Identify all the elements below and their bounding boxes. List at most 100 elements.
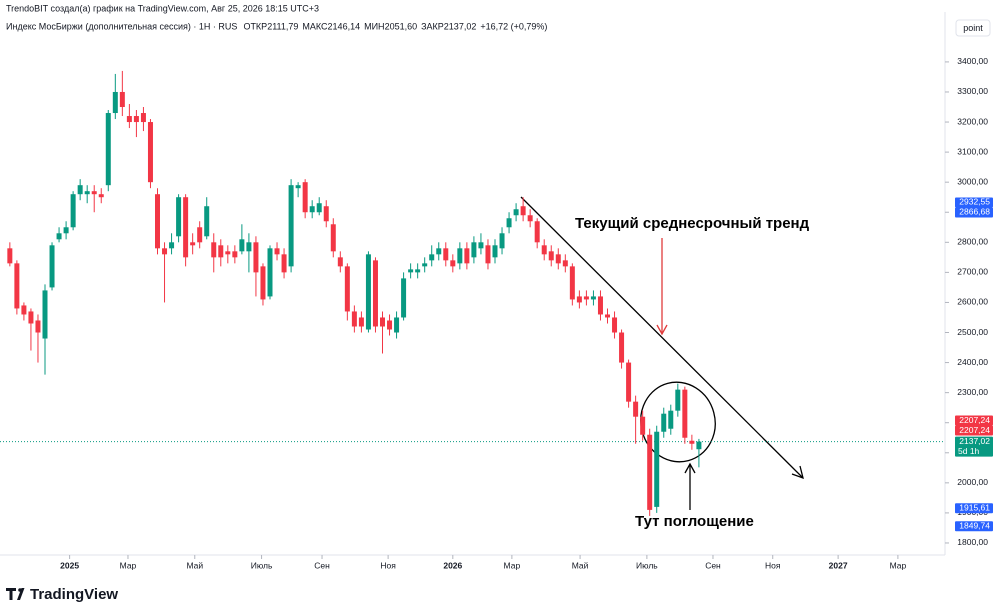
candle-body [302,182,308,213]
candle-body [344,266,350,312]
candle-body [513,209,519,216]
candle-body [169,242,175,249]
candle-body [98,194,104,198]
chart-title: Индекс МосБиржи (дополнительная сессия) … [6,21,237,31]
candle-body [197,227,203,243]
x-tick-label: Май [186,560,203,570]
legend-key: ОТКР [243,21,267,31]
candle-body [204,206,210,237]
arrow-down-head [656,324,668,336]
candle-body [77,185,83,195]
candle-body [211,242,217,258]
price-label: 2866,68 [959,207,990,217]
candle-body [464,248,470,264]
x-tick-label: Июль [251,560,273,570]
y-tick-label: 2300,00 [957,387,988,397]
candle-body [372,260,378,327]
candle-body [295,185,301,189]
candle-body [56,233,62,240]
price-label-box [955,415,993,426]
candle-body [401,278,407,318]
candle-body [450,260,456,267]
price-label: 2207,24 [959,425,990,435]
candle-body [548,251,554,261]
candle-body [84,191,90,195]
price-label-box [955,436,993,457]
candle-body [260,266,266,300]
price-label: 2207,24 [959,415,990,425]
candle-body [583,296,589,300]
candle-body [28,311,34,324]
candle-body [654,431,660,507]
price-label-box [955,197,993,208]
y-tick-label: 2800,00 [957,237,988,247]
y-tick-label: 3200,00 [957,116,988,126]
candle-body [70,194,76,228]
candle-body [7,248,13,264]
candle-body [358,317,364,327]
trend-arrow-head [791,465,804,480]
candle-body [162,248,168,255]
candle-body [323,206,329,222]
candle-body [183,197,189,258]
candle-body [21,305,27,315]
candle-body [394,317,400,333]
candle-body [668,410,674,429]
candle-body [232,251,238,258]
legend-value: 2111,79 [267,21,298,31]
legend-value: 2146,14 [328,21,361,31]
candle-body [218,245,224,258]
candle-body [619,332,625,363]
candle-body [647,434,653,510]
candle-body [499,233,505,249]
legend-key: +16,72 (+0,79%) [480,21,547,31]
candle-body [682,389,688,438]
candle-body [436,248,442,255]
candle-body [675,389,681,411]
y-tick-label: 2600,00 [957,297,988,307]
candle-body [155,194,160,249]
y-tick-label: 2500,00 [957,327,988,337]
candle-body [281,254,287,273]
candle-body [520,206,526,216]
y-tick-label: 2700,00 [957,267,988,277]
candle-body [119,91,125,108]
annotation: Тут поглощение [635,513,754,530]
candle-body [49,245,55,288]
candle-body [288,185,294,267]
legend-value: 2137,02 [444,21,477,31]
scale-button-label[interactable]: point [963,23,983,33]
candle-body [562,260,568,267]
candle-body [506,218,512,228]
candle-body [267,248,273,297]
candle-body [485,245,491,264]
legend-key: МИН [364,21,384,31]
legend-key: ЗАКР [421,21,444,31]
candle-body [14,263,20,309]
x-tick-label: 2025 [60,560,79,570]
price-label-box [955,425,993,436]
drawings [520,196,804,510]
x-tick-label: Мар [890,560,907,570]
candle-body [387,320,393,330]
y-tick-label: 2000,00 [957,477,988,487]
candle-body [239,239,245,252]
candle-body [147,122,153,183]
candle-body [478,242,484,249]
scale-button[interactable] [955,19,991,37]
candle-body [534,221,540,243]
x-tick-label: Май [572,560,589,570]
x-tick-label: Ноя [765,560,781,570]
x-tick-label: 2027 [829,560,848,570]
candle-body [408,269,414,273]
price-label-box [955,521,993,532]
candle-body [492,245,498,258]
price-label-box [955,503,993,514]
logo [6,588,25,600]
candle-body [112,91,118,114]
price-label-sub: 5d 1h [958,446,980,456]
x-tick-label: Июль [636,560,658,570]
candle-body [415,269,421,273]
y-tick-label: 3300,00 [957,86,988,96]
